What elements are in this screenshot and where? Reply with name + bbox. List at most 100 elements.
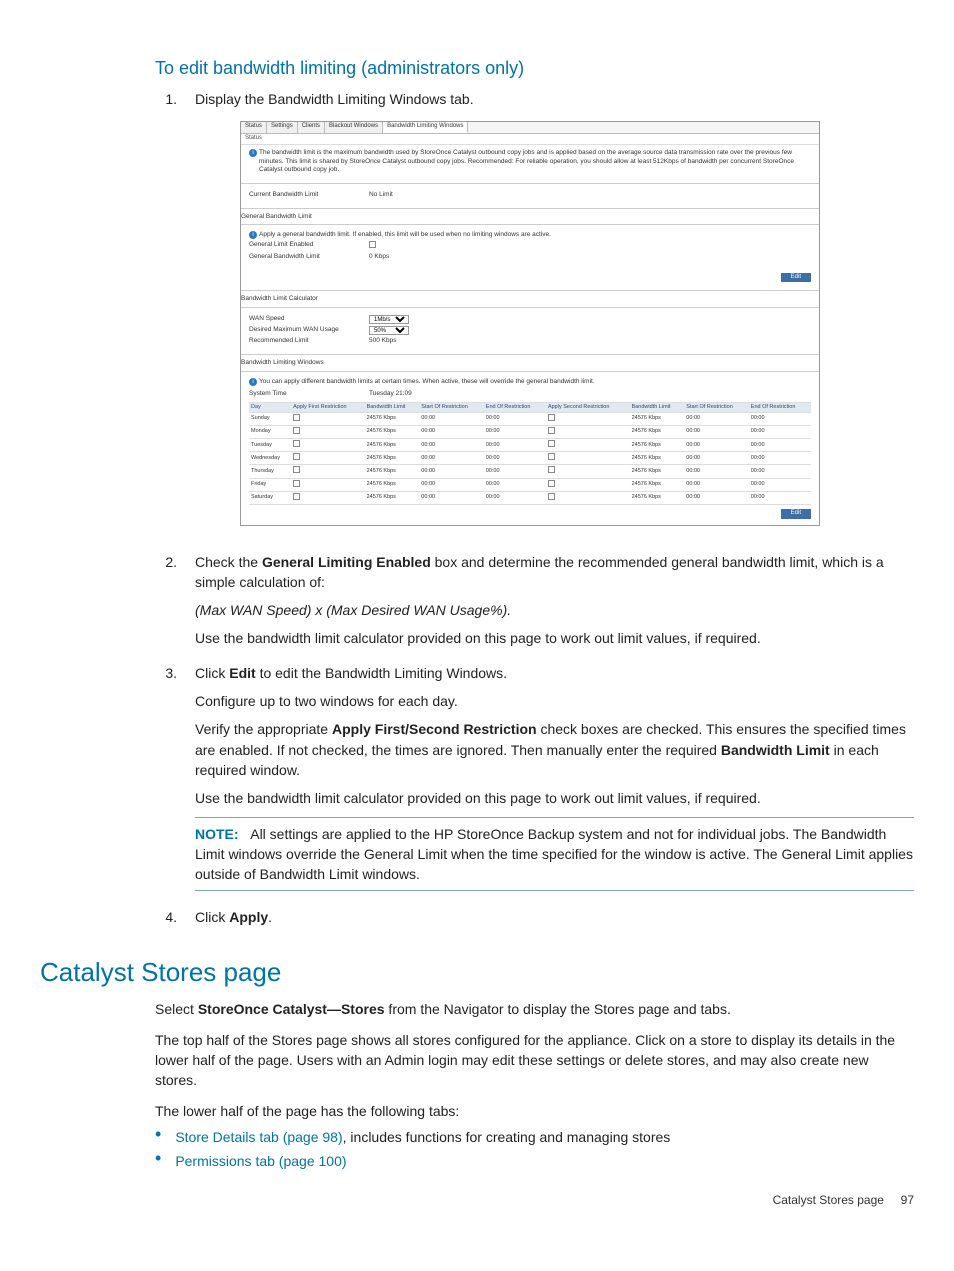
ss-info-text: The bandwidth limit is the maximum bandw… — [259, 149, 811, 174]
bullet-icon: • — [155, 1127, 161, 1147]
checkbox[interactable] — [548, 453, 555, 460]
checkbox[interactable] — [548, 414, 555, 421]
checkbox[interactable] — [548, 493, 555, 500]
ss-td: 24576 Kbps — [365, 425, 420, 438]
bullet-text: Store Details tab (page 98), includes fu… — [175, 1127, 670, 1147]
ss-td: 24576 Kbps — [365, 452, 420, 465]
bullet-icon: • — [155, 1151, 161, 1171]
ss-tab[interactable]: Blackout Windows — [325, 122, 383, 133]
checkbox[interactable] — [293, 440, 300, 447]
ss-label: Current Bandwidth Limit — [249, 191, 369, 199]
checkbox[interactable] — [293, 493, 300, 500]
ss-td: 00:00 — [484, 478, 546, 491]
edit-button[interactable]: Edit — [781, 273, 811, 283]
steps-list: 1. Display the Bandwidth Limiting Windows… — [155, 89, 914, 936]
section2-bullets: • Store Details tab (page 98), includes f… — [155, 1127, 914, 1172]
ss-td: 00:00 — [749, 465, 811, 478]
divider — [241, 307, 819, 308]
ss-td: 00:00 — [419, 452, 483, 465]
ss-label: WAN Speed — [249, 315, 369, 324]
checkbox[interactable] — [293, 427, 300, 434]
edit-button[interactable]: Edit — [781, 509, 811, 519]
ss-td: Monday — [249, 425, 291, 438]
ss-tab[interactable]: Settings — [267, 122, 298, 133]
divider — [241, 371, 819, 372]
section2-body: Select StoreOnce Catalyst—Stores from th… — [155, 999, 914, 1171]
ss-tab[interactable]: Bandwidth Limiting Windows — [383, 122, 468, 133]
ss-td: 00:00 — [484, 412, 546, 425]
checkbox[interactable] — [548, 466, 555, 473]
step-number: 1. — [155, 89, 177, 546]
ss-th: End Of Restriction — [749, 402, 811, 412]
ss-td: 00:00 — [419, 478, 483, 491]
step-text: Use the bandwidth limit calculator provi… — [195, 788, 914, 808]
step-text: Configure up to two windows for each day… — [195, 691, 914, 711]
ss-th: Apply First Restriction — [291, 402, 364, 412]
divider — [241, 183, 819, 184]
note-box: NOTE: All settings are applied to the HP… — [195, 817, 914, 892]
checkbox[interactable] — [548, 427, 555, 434]
ss-td: 24576 Kbps — [365, 491, 420, 504]
checkbox[interactable] — [548, 480, 555, 487]
divider — [241, 208, 819, 209]
step-text: Use the bandwidth limit calculator provi… — [195, 628, 914, 648]
checkbox[interactable] — [293, 453, 300, 460]
divider — [241, 354, 819, 355]
step-text: Check the General Limiting Enabled box a… — [195, 552, 914, 593]
ss-label: System Time — [249, 390, 369, 398]
ss-info-text: Apply a general bandwidth limit. If enab… — [259, 231, 551, 238]
ss-value: Tuesday 21:09 — [369, 390, 412, 398]
step-body: Check the General Limiting Enabled box a… — [195, 552, 914, 657]
divider — [241, 290, 819, 291]
info-icon: i — [249, 231, 257, 239]
footer-label: Catalyst Stores page — [773, 1193, 884, 1207]
step-number: 2. — [155, 552, 177, 657]
ss-td: 24576 Kbps — [630, 412, 685, 425]
bullet-link[interactable]: Store Details tab (page 98) — [175, 1129, 342, 1145]
checkbox[interactable] — [293, 466, 300, 473]
page-heading-catalyst: Catalyst Stores page — [40, 954, 914, 992]
ss-value: 0 Kbps — [369, 253, 389, 261]
page-footer: Catalyst Stores page 97 — [40, 1192, 914, 1209]
ss-th: Apply Second Restriction — [546, 402, 630, 412]
step-text: Display the Bandwidth Limiting Windows t… — [195, 89, 914, 109]
step-text: Click Edit to edit the Bandwidth Limitin… — [195, 663, 914, 683]
ss-td: 00:00 — [684, 491, 748, 504]
ss-label: Recommended Limit — [249, 337, 369, 345]
ss-section-head: Bandwidth Limit Calculator — [241, 293, 819, 304]
ss-select[interactable]: 50% — [369, 326, 409, 335]
ss-td: 00:00 — [684, 425, 748, 438]
ss-td: 24576 Kbps — [630, 478, 685, 491]
step-text: (Max WAN Speed) x (Max Desired WAN Usage… — [195, 600, 914, 620]
ss-td: Sunday — [249, 412, 291, 425]
info-icon: i — [249, 149, 257, 157]
ss-th: Day — [249, 402, 291, 412]
ss-tab[interactable]: Status — [241, 122, 267, 133]
checkbox[interactable] — [293, 414, 300, 421]
bullet-link[interactable]: Permissions tab (page 100) — [175, 1153, 346, 1169]
ss-td: 00:00 — [684, 465, 748, 478]
ss-td: 24576 Kbps — [365, 439, 420, 452]
ss-select[interactable]: 1Mb/s — [369, 315, 409, 324]
ss-th: Start Of Restriction — [419, 402, 483, 412]
step-body: Click Edit to edit the Bandwidth Limitin… — [195, 663, 914, 902]
ss-td: 00:00 — [684, 439, 748, 452]
ss-td: 24576 Kbps — [365, 478, 420, 491]
ss-tab[interactable]: Clients — [298, 122, 325, 133]
ss-td: 00:00 — [419, 439, 483, 452]
ss-td: 00:00 — [749, 412, 811, 425]
info-icon: i — [249, 378, 257, 386]
ss-td: 00:00 — [419, 465, 483, 478]
checkbox[interactable] — [548, 440, 555, 447]
step-number: 3. — [155, 663, 177, 902]
ss-td: Wednesday — [249, 452, 291, 465]
ss-td: 00:00 — [749, 452, 811, 465]
ss-td: 24576 Kbps — [630, 425, 685, 438]
checkbox[interactable] — [293, 480, 300, 487]
ss-td: 00:00 — [684, 412, 748, 425]
ss-td: 00:00 — [419, 491, 483, 504]
ss-value — [369, 241, 376, 251]
checkbox[interactable] — [369, 241, 376, 248]
ss-td: 00:00 — [484, 465, 546, 478]
ss-th: Bandwidth Limit — [365, 402, 420, 412]
